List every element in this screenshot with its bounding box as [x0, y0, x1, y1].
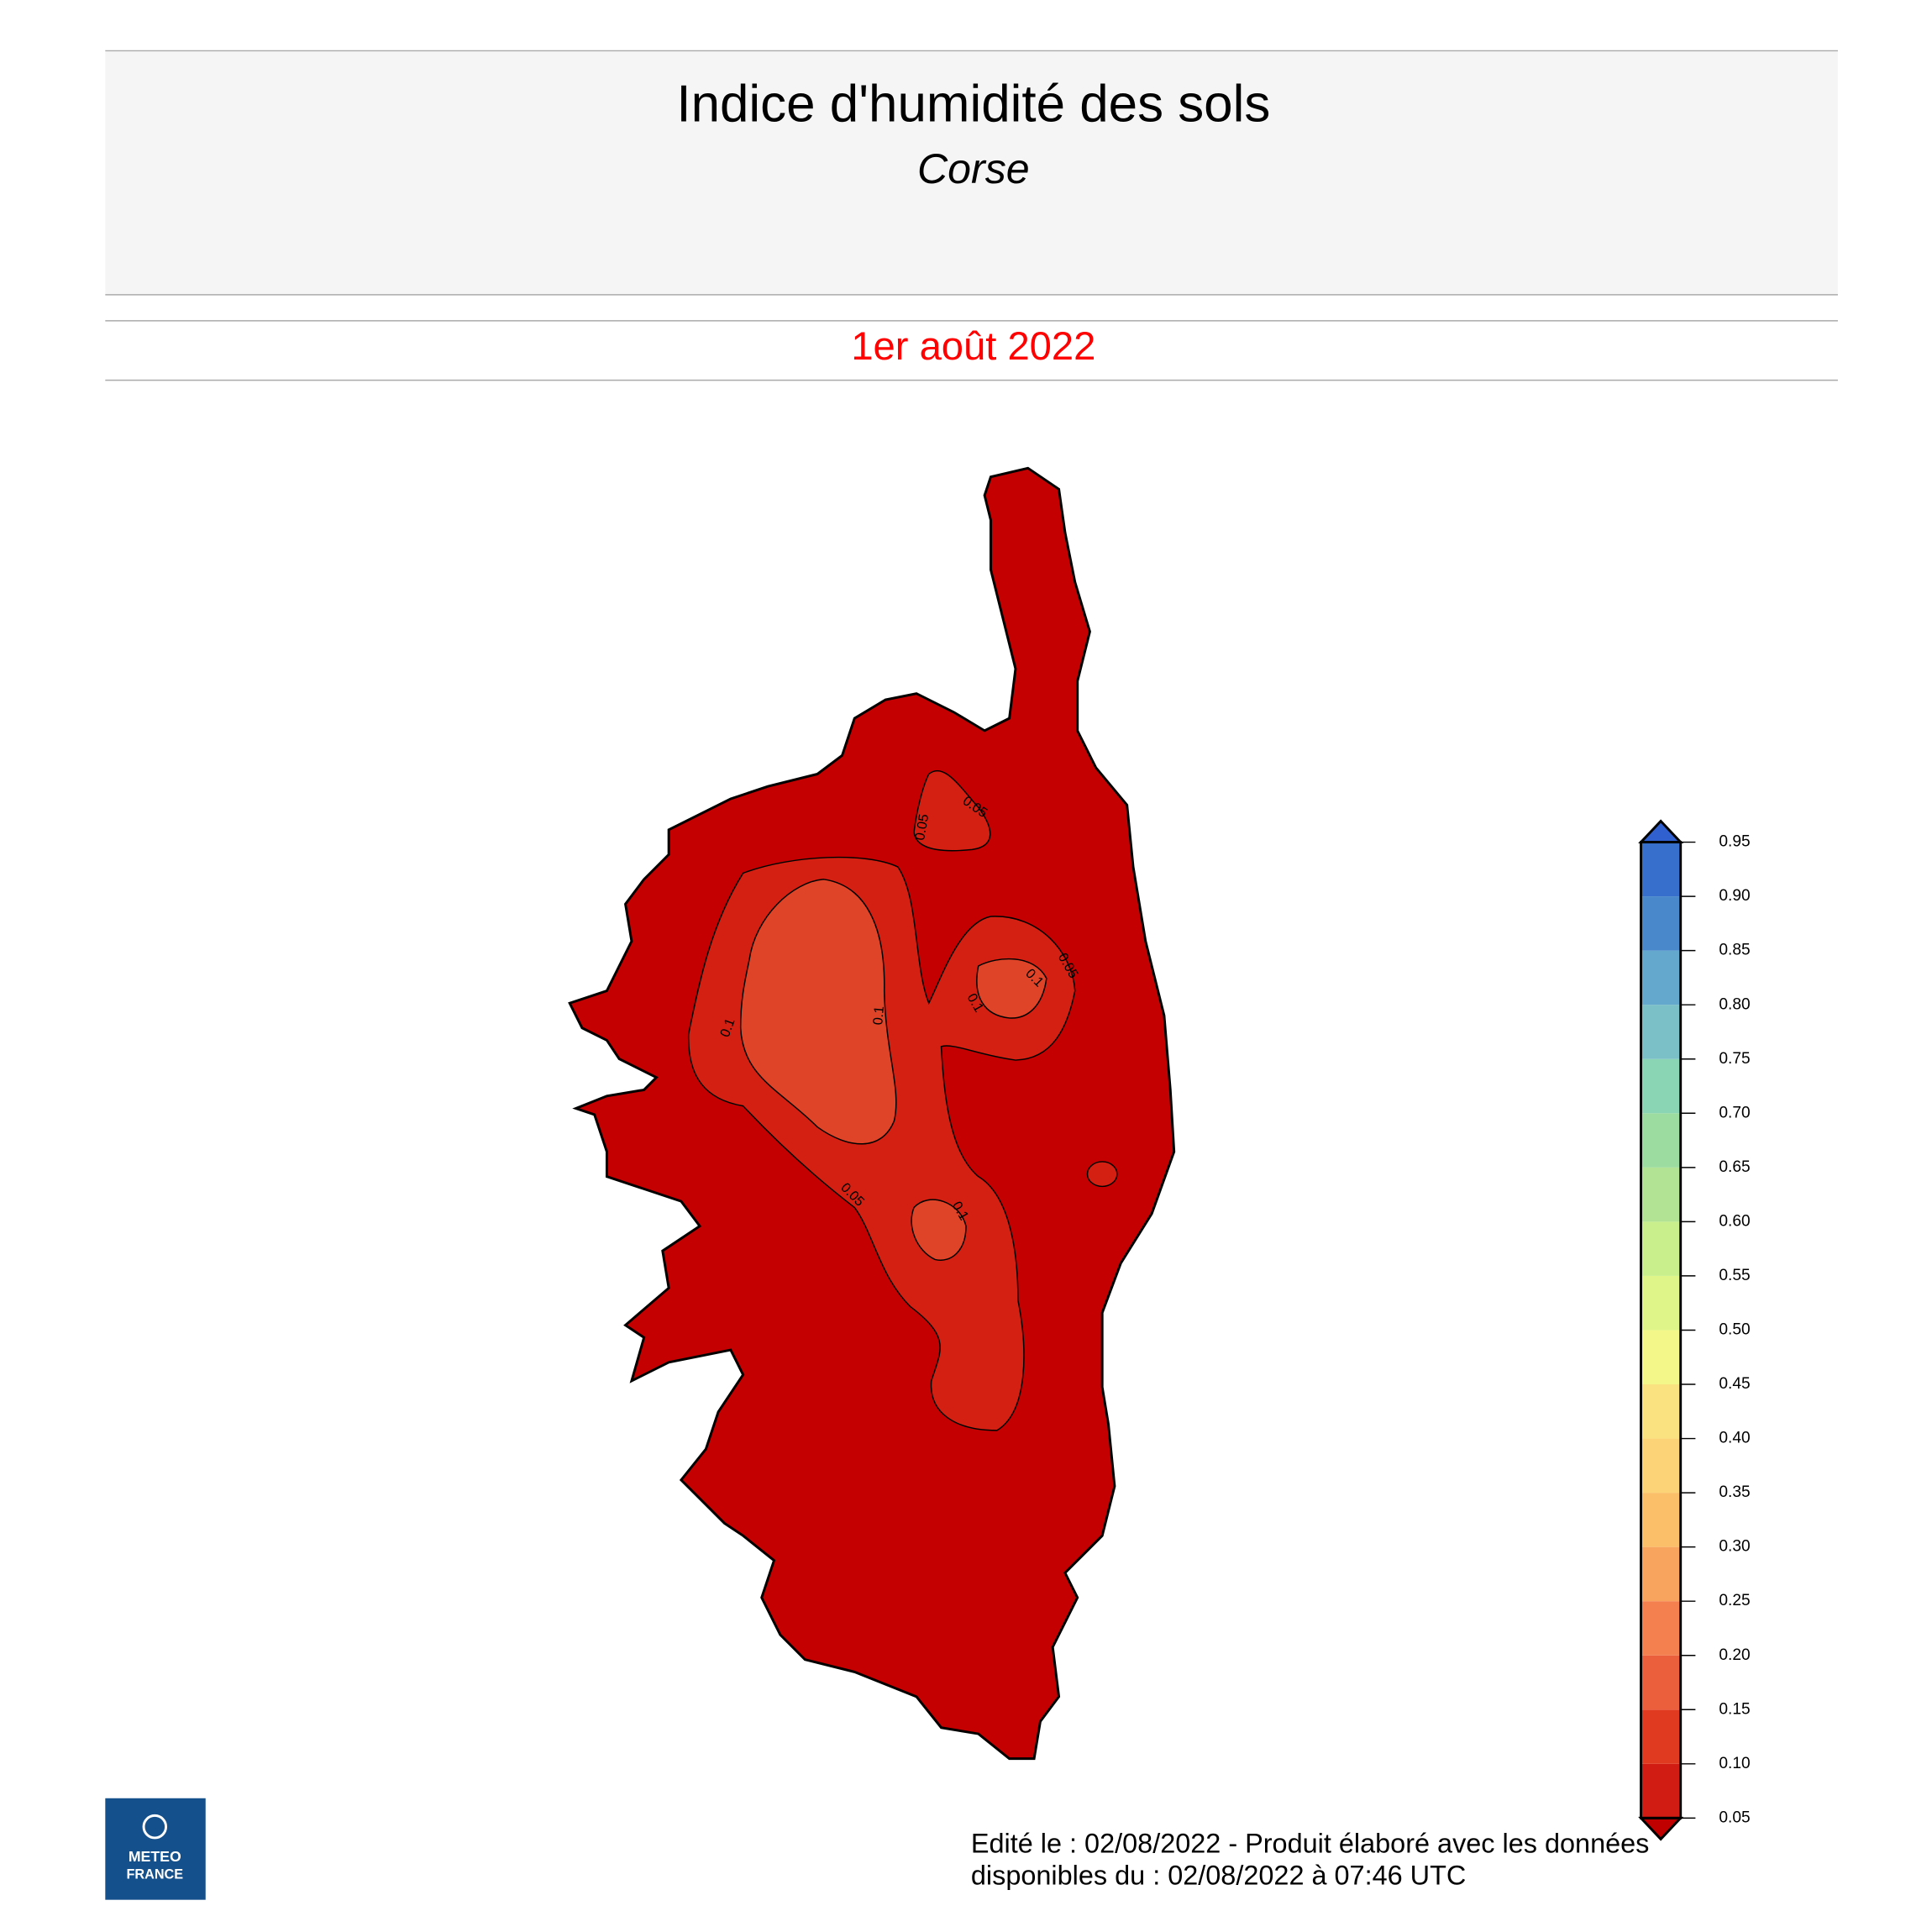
legend-tick-label: 0.40: [1719, 1430, 1750, 1447]
legend-band: [1641, 1709, 1681, 1764]
corsica-map: [568, 466, 1176, 1761]
legend-band: [1641, 1438, 1681, 1494]
legend-tick-label: 0.95: [1719, 833, 1750, 851]
legend-tick-label: 0.70: [1719, 1104, 1750, 1121]
legend-band: [1641, 842, 1681, 897]
zone-mid: [976, 958, 1047, 1019]
legend-tick-label: 0.45: [1719, 1375, 1750, 1393]
legend-band: [1641, 1221, 1681, 1276]
zone-mid: [911, 1199, 967, 1261]
legend-tick-label: 0.60: [1719, 1212, 1750, 1230]
legend-tick-label: 0.85: [1719, 942, 1750, 959]
legend-band: [1641, 950, 1681, 1005]
legend-tick-label: 0.65: [1719, 1158, 1750, 1176]
legend-tick-label: 0.55: [1719, 1267, 1750, 1284]
legend-band: [1641, 1330, 1681, 1385]
legend-tick-label: 0.15: [1719, 1700, 1750, 1718]
date: 1er août 2022: [851, 323, 1095, 368]
header-box: [105, 50, 1838, 295]
legend-tick-label: 0.50: [1719, 1321, 1750, 1339]
legend-band: [1641, 1384, 1681, 1439]
legend-band: [1641, 1546, 1681, 1602]
zone-low: [1086, 1161, 1118, 1188]
legend-tick-label: 0.20: [1719, 1646, 1750, 1664]
contour-label: 0.1: [870, 1005, 887, 1026]
zone-mid: [739, 879, 897, 1145]
legend-band: [1641, 1058, 1681, 1114]
logo-text: FRANCE: [127, 1866, 184, 1882]
legend-band: [1641, 1655, 1681, 1710]
contour-label: 0.05: [912, 813, 932, 842]
legend-tick-label: 0.90: [1719, 887, 1750, 905]
legend-tick-label: 0.25: [1719, 1592, 1750, 1609]
subtitle: Corse: [917, 145, 1030, 192]
legend-tick-label: 0.05: [1719, 1809, 1750, 1826]
legend-band: [1641, 1763, 1681, 1819]
legend-tick-label: 0.80: [1719, 995, 1750, 1013]
legend-band: [1641, 1601, 1681, 1656]
legend-band: [1641, 1167, 1681, 1222]
legend-band: [1641, 1005, 1681, 1059]
legend-tick-label: 0.30: [1719, 1538, 1750, 1556]
legend-band: [1641, 896, 1681, 951]
legend-tick-label: 0.10: [1719, 1755, 1750, 1772]
logo-text: METEO: [129, 1848, 181, 1865]
legend-tick-label: 0.35: [1719, 1483, 1750, 1501]
legend-tick-label: 0.75: [1719, 1050, 1750, 1068]
footer-text: Edité le : 02/08/2022 - Produit élaboré …: [971, 1828, 1650, 1858]
legend-band: [1641, 1493, 1681, 1547]
footer-text: disponibles du : 02/08/2022 à 07:46 UTC: [971, 1861, 1466, 1891]
title: Indice d'humidité des sols: [676, 76, 1270, 134]
zone-low: [913, 769, 991, 852]
legend-band: [1641, 1113, 1681, 1168]
legend-band: [1641, 1275, 1681, 1331]
logo-icon: [142, 1814, 168, 1840]
